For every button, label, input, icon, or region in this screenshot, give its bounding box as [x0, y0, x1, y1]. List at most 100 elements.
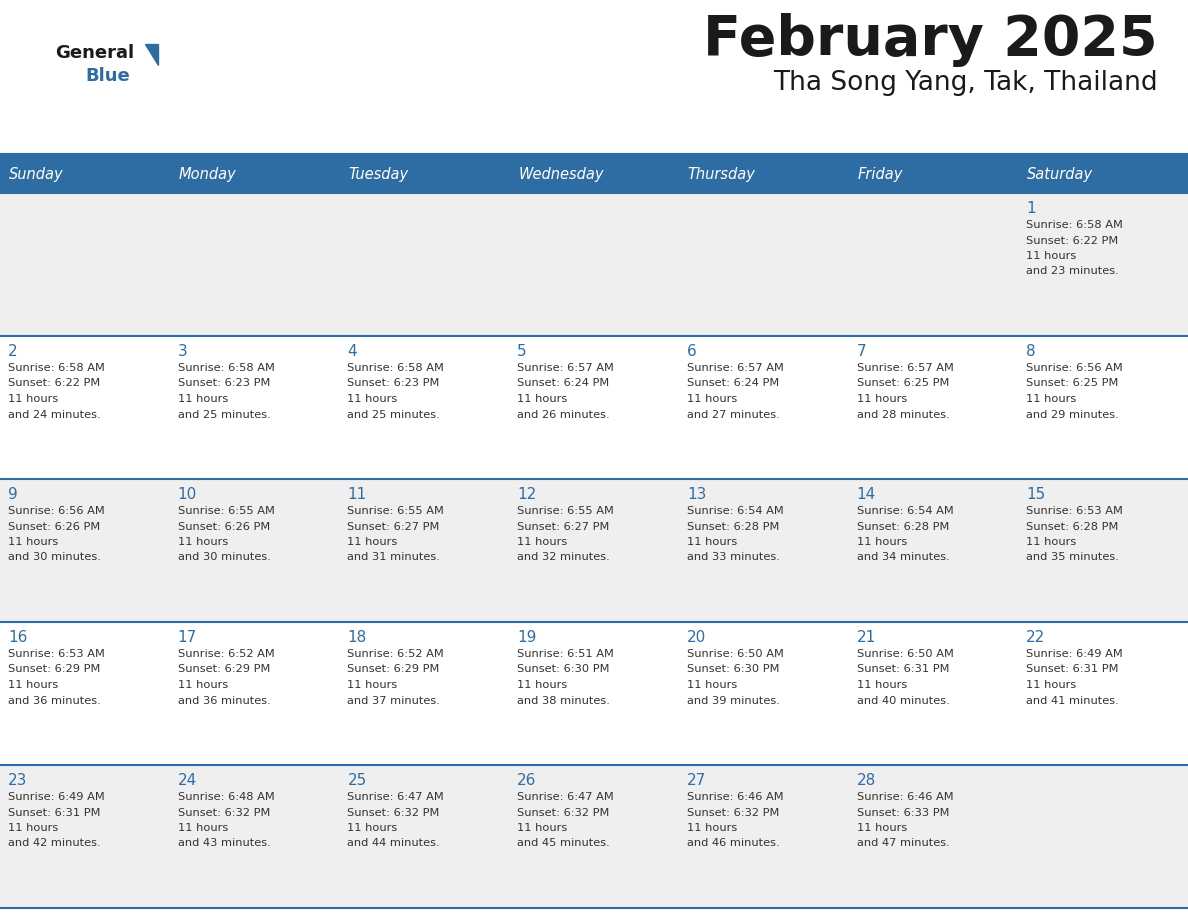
Bar	[0, 336, 1188, 479]
Text: Sunset: 6:31 PM: Sunset: 6:31 PM	[857, 665, 949, 675]
Text: Sunrise: 6:51 AM: Sunrise: 6:51 AM	[517, 649, 614, 659]
Text: 21: 21	[857, 630, 876, 645]
Text: 10: 10	[178, 487, 197, 502]
Text: 17: 17	[178, 630, 197, 645]
Text: Sunset: 6:32 PM: Sunset: 6:32 PM	[687, 808, 779, 818]
Text: 11 hours: 11 hours	[517, 823, 568, 833]
Text: 3: 3	[178, 344, 188, 359]
Text: Sunset: 6:30 PM: Sunset: 6:30 PM	[517, 665, 609, 675]
Text: Sunset: 6:25 PM: Sunset: 6:25 PM	[857, 378, 949, 388]
Text: and 36 minutes.: and 36 minutes.	[8, 696, 101, 706]
Text: 26: 26	[517, 773, 537, 788]
Text: Sunrise: 6:47 AM: Sunrise: 6:47 AM	[517, 792, 614, 802]
Text: 8: 8	[1026, 344, 1036, 359]
Text: 11 hours: 11 hours	[857, 823, 906, 833]
Text: 24: 24	[178, 773, 197, 788]
Text: 1: 1	[1026, 201, 1036, 216]
Text: Sunrise: 6:58 AM: Sunrise: 6:58 AM	[178, 363, 274, 373]
Text: and 44 minutes.: and 44 minutes.	[347, 838, 440, 848]
Text: 14: 14	[857, 487, 876, 502]
Text: 15: 15	[1026, 487, 1045, 502]
Text: Sunrise: 6:55 AM: Sunrise: 6:55 AM	[517, 506, 614, 516]
Text: 11 hours: 11 hours	[8, 680, 58, 690]
Text: 11 hours: 11 hours	[857, 394, 906, 404]
Text: Sunset: 6:32 PM: Sunset: 6:32 PM	[347, 808, 440, 818]
Text: Sunrise: 6:56 AM: Sunrise: 6:56 AM	[1026, 363, 1123, 373]
Text: 23: 23	[8, 773, 27, 788]
Text: Blue: Blue	[86, 67, 129, 85]
Text: 11 hours: 11 hours	[347, 680, 398, 690]
Bar	[848, 155, 1018, 193]
Text: Sunrise: 6:46 AM: Sunrise: 6:46 AM	[857, 792, 953, 802]
Text: Sunrise: 6:47 AM: Sunrise: 6:47 AM	[347, 792, 444, 802]
Text: 11 hours: 11 hours	[8, 537, 58, 547]
Text: General: General	[55, 44, 134, 62]
Text: Sunset: 6:28 PM: Sunset: 6:28 PM	[857, 521, 949, 532]
Text: 11 hours: 11 hours	[178, 394, 228, 404]
Text: 11 hours: 11 hours	[687, 823, 737, 833]
Text: 11 hours: 11 hours	[517, 394, 568, 404]
Text: Sunset: 6:33 PM: Sunset: 6:33 PM	[857, 808, 949, 818]
Text: Sunset: 6:26 PM: Sunset: 6:26 PM	[178, 521, 270, 532]
Text: Sunrise: 6:49 AM: Sunrise: 6:49 AM	[1026, 649, 1123, 659]
Text: Sunset: 6:25 PM: Sunset: 6:25 PM	[1026, 378, 1119, 388]
Text: and 43 minutes.: and 43 minutes.	[178, 838, 271, 848]
Text: 11 hours: 11 hours	[1026, 394, 1076, 404]
Text: Sunrise: 6:53 AM: Sunrise: 6:53 AM	[8, 649, 105, 659]
Text: and 42 minutes.: and 42 minutes.	[8, 838, 101, 848]
Text: and 47 minutes.: and 47 minutes.	[857, 838, 949, 848]
Text: Sunset: 6:27 PM: Sunset: 6:27 PM	[347, 521, 440, 532]
Text: Sunset: 6:28 PM: Sunset: 6:28 PM	[687, 521, 779, 532]
Text: 13: 13	[687, 487, 706, 502]
Text: and 35 minutes.: and 35 minutes.	[1026, 553, 1119, 563]
Text: and 36 minutes.: and 36 minutes.	[178, 696, 271, 706]
Text: Sunset: 6:28 PM: Sunset: 6:28 PM	[1026, 521, 1119, 532]
Text: 18: 18	[347, 630, 367, 645]
Text: 11 hours: 11 hours	[347, 537, 398, 547]
Text: and 27 minutes.: and 27 minutes.	[687, 409, 779, 420]
Text: Sunset: 6:31 PM: Sunset: 6:31 PM	[1026, 665, 1119, 675]
Bar	[1018, 155, 1188, 193]
Text: Sunset: 6:26 PM: Sunset: 6:26 PM	[8, 521, 100, 532]
Text: Saturday: Saturday	[1028, 166, 1093, 182]
Text: 11: 11	[347, 487, 367, 502]
Text: and 39 minutes.: and 39 minutes.	[687, 696, 779, 706]
Text: and 34 minutes.: and 34 minutes.	[857, 553, 949, 563]
Text: Sunrise: 6:49 AM: Sunrise: 6:49 AM	[8, 792, 105, 802]
Text: Sunrise: 6:58 AM: Sunrise: 6:58 AM	[1026, 220, 1123, 230]
Text: 2: 2	[8, 344, 18, 359]
Text: and 23 minutes.: and 23 minutes.	[1026, 266, 1119, 276]
Text: Sunset: 6:23 PM: Sunset: 6:23 PM	[347, 378, 440, 388]
Text: Sunrise: 6:46 AM: Sunrise: 6:46 AM	[687, 792, 783, 802]
Text: 11 hours: 11 hours	[857, 680, 906, 690]
Bar	[170, 155, 340, 193]
Text: and 33 minutes.: and 33 minutes.	[687, 553, 779, 563]
Text: Sunset: 6:24 PM: Sunset: 6:24 PM	[517, 378, 609, 388]
Text: Sunset: 6:29 PM: Sunset: 6:29 PM	[178, 665, 270, 675]
Bar	[0, 479, 1188, 622]
Bar	[0, 193, 1188, 336]
Text: Sunrise: 6:54 AM: Sunrise: 6:54 AM	[857, 506, 953, 516]
Text: 7: 7	[857, 344, 866, 359]
Bar	[0, 622, 1188, 765]
Text: Sunset: 6:32 PM: Sunset: 6:32 PM	[178, 808, 270, 818]
Text: Sunset: 6:23 PM: Sunset: 6:23 PM	[178, 378, 270, 388]
Text: and 25 minutes.: and 25 minutes.	[178, 409, 271, 420]
Bar	[340, 155, 510, 193]
Text: Sunrise: 6:52 AM: Sunrise: 6:52 AM	[347, 649, 444, 659]
Text: and 28 minutes.: and 28 minutes.	[857, 409, 949, 420]
Text: 16: 16	[8, 630, 27, 645]
Text: 11 hours: 11 hours	[178, 537, 228, 547]
Text: 11 hours: 11 hours	[8, 394, 58, 404]
Text: and 32 minutes.: and 32 minutes.	[517, 553, 609, 563]
Text: and 30 minutes.: and 30 minutes.	[178, 553, 271, 563]
Text: and 46 minutes.: and 46 minutes.	[687, 838, 779, 848]
Text: and 31 minutes.: and 31 minutes.	[347, 553, 441, 563]
Text: Sunrise: 6:50 AM: Sunrise: 6:50 AM	[857, 649, 954, 659]
Text: Sunrise: 6:52 AM: Sunrise: 6:52 AM	[178, 649, 274, 659]
Text: 11 hours: 11 hours	[517, 537, 568, 547]
Text: 11 hours: 11 hours	[687, 680, 737, 690]
Text: Sunset: 6:29 PM: Sunset: 6:29 PM	[347, 665, 440, 675]
Text: 11 hours: 11 hours	[687, 394, 737, 404]
Text: 6: 6	[687, 344, 696, 359]
